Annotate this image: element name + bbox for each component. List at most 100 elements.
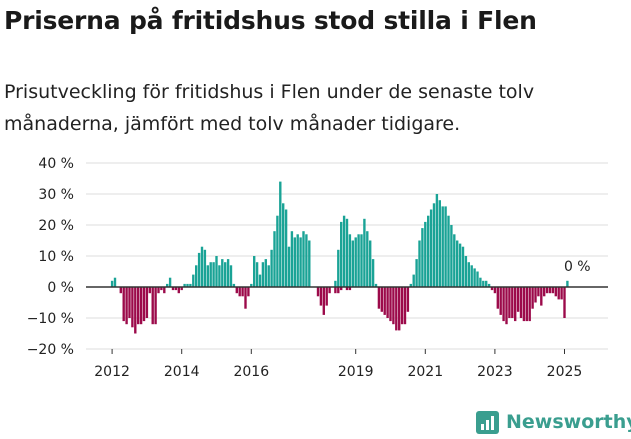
y-tick-label: −10 %: [27, 311, 74, 327]
bar: [348, 234, 352, 287]
bar: [235, 287, 238, 294]
bar: [157, 287, 160, 294]
bar: [195, 265, 198, 287]
bar: [519, 287, 523, 318]
y-tick-label: 40 %: [38, 156, 74, 172]
bar: [255, 262, 259, 287]
bar: [528, 287, 531, 322]
bar: [145, 287, 149, 318]
bar: [282, 203, 285, 287]
x-tick-label: 2014: [164, 364, 200, 380]
y-tick-label: −20 %: [27, 342, 74, 358]
bar: [276, 215, 279, 287]
bar: [160, 287, 163, 291]
bar: [261, 262, 265, 287]
bar: [337, 249, 340, 287]
bar: [293, 237, 296, 287]
newsworthy-logo: Newsworthy: [476, 407, 631, 437]
bar: [183, 283, 186, 287]
bar: [270, 249, 273, 287]
bar: [166, 283, 169, 287]
bar: [447, 215, 450, 287]
bar: [308, 240, 311, 287]
bar: [328, 287, 331, 294]
x-tick-label: 2016: [233, 364, 269, 380]
bar: [490, 287, 494, 291]
bar: [345, 218, 349, 287]
y-tick-label: 0 %: [47, 280, 74, 296]
bar: [325, 287, 328, 306]
bar: [232, 283, 236, 287]
bar: [113, 277, 117, 287]
bar: [476, 271, 479, 287]
bar: [479, 277, 482, 287]
bar: [429, 209, 433, 287]
bar: [316, 287, 320, 297]
bar: [374, 283, 378, 287]
bar: [424, 221, 427, 287]
bar: [551, 287, 555, 294]
bar: [537, 287, 540, 297]
y-axis: 40 % 30 % 20 % 10 % 0 % −10 % −20 %: [27, 156, 74, 358]
bar: [247, 287, 250, 297]
bar: [299, 237, 302, 287]
bar: [403, 287, 407, 325]
bar: [226, 259, 230, 287]
bar: [458, 243, 462, 287]
bar: [154, 287, 157, 325]
bar: [192, 274, 195, 287]
bar: [342, 215, 346, 287]
bar: [348, 287, 352, 291]
bar: [322, 287, 325, 315]
bar: [200, 246, 204, 287]
chart-title: Priserna på fritidshus stod stilla i Fle…: [4, 6, 537, 35]
bar: [142, 287, 146, 322]
bar: [180, 287, 183, 291]
bar: [514, 287, 517, 322]
bar: [435, 194, 439, 287]
bar: [340, 221, 343, 287]
bar: [499, 287, 502, 315]
bar: [432, 203, 436, 287]
bar: [273, 231, 276, 287]
bar: [218, 265, 221, 287]
x-tick-label: 2023: [477, 364, 513, 380]
bar: [334, 287, 337, 294]
bar: [360, 234, 363, 287]
bar: [525, 287, 528, 322]
bar: [377, 287, 381, 309]
bar: [563, 287, 566, 318]
bar: [554, 287, 557, 297]
x-tick-label: 2019: [338, 364, 374, 380]
bar: [395, 287, 398, 331]
x-tick-label: 2025: [547, 364, 583, 380]
bar: [444, 206, 447, 287]
bar: [244, 287, 247, 309]
y-tick-label: 20 %: [38, 218, 74, 234]
bar: [450, 225, 453, 287]
bar: [221, 259, 224, 287]
bar: [400, 287, 404, 325]
bar: [128, 287, 131, 318]
bar: [206, 265, 209, 287]
bar: [122, 287, 125, 322]
bar: [409, 283, 412, 287]
bar: [511, 287, 514, 318]
bar: [371, 259, 375, 287]
bar: [163, 287, 166, 294]
bar: [319, 287, 323, 306]
bar: [438, 200, 441, 287]
bar: [485, 280, 488, 287]
y-tick-label: 30 %: [38, 187, 74, 203]
bar: [456, 240, 459, 287]
bar: [197, 252, 201, 287]
bar: [351, 240, 354, 287]
bar: [516, 287, 520, 312]
x-tick-label: 2021: [407, 364, 443, 380]
bar: [421, 228, 424, 287]
bar: [522, 287, 526, 322]
bar: [340, 287, 343, 291]
bar: [366, 231, 369, 287]
bar: [464, 256, 468, 287]
